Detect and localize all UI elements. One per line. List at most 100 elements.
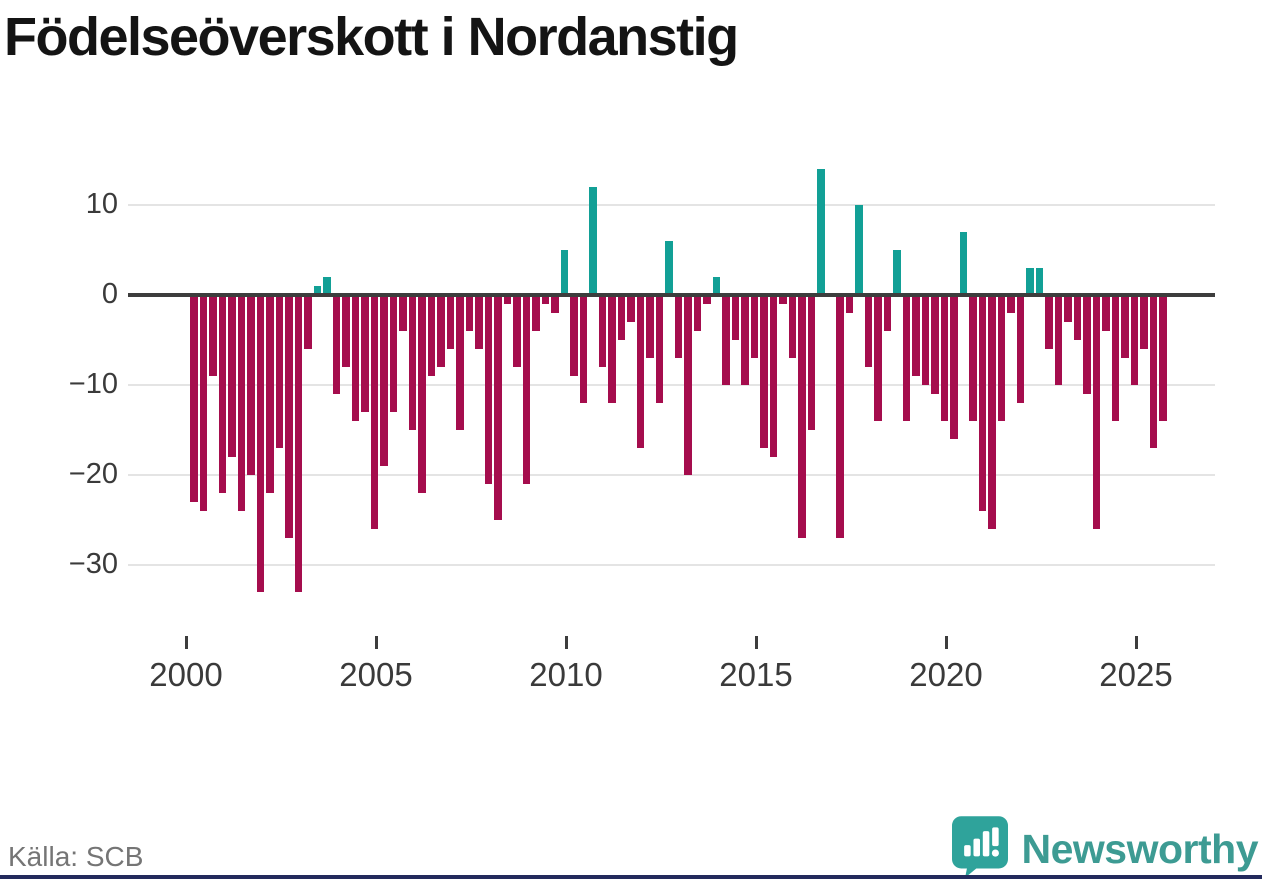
bar-2024-q1	[1102, 295, 1110, 331]
newsworthy-wordmark: Newsworthy	[1021, 826, 1259, 872]
bar-2013-q2	[693, 295, 701, 331]
plot-area	[128, 150, 1215, 620]
gridline-y--10	[128, 384, 1215, 386]
bar-2009-q1	[532, 295, 540, 331]
bar-2016-q1	[798, 295, 806, 538]
bar-2006-q2	[427, 295, 435, 376]
bar-2012-q4	[674, 295, 682, 358]
bar-2019-q2	[921, 295, 929, 385]
bar-2025-q3	[1159, 295, 1167, 421]
bar-2001-q3	[247, 295, 255, 475]
x-tick-label-2025: 2025	[1099, 656, 1173, 693]
bar-2014-q4	[750, 295, 758, 358]
bar-2025-q1	[1140, 295, 1148, 349]
bar-2007-q4	[484, 295, 492, 484]
bar-2005-q3	[399, 295, 407, 331]
bar-2017-q2	[845, 295, 853, 313]
bar-2003-q2	[313, 286, 321, 295]
bar-2004-q4	[370, 295, 378, 529]
y-tick-label: −30	[68, 548, 118, 580]
zero-baseline	[128, 293, 1215, 297]
bar-2002-q4	[294, 295, 302, 592]
bar-2019-q1	[912, 295, 920, 376]
bar-2010-q3	[589, 187, 597, 295]
bar-2005-q4	[408, 295, 416, 430]
bar-2016-q3	[817, 169, 825, 295]
gridline-y--30	[128, 564, 1215, 566]
bar-2014-q2	[731, 295, 739, 340]
bar-2014-q1	[722, 295, 730, 385]
bar-2000-q3	[209, 295, 217, 376]
bar-2022-q4	[1054, 295, 1062, 385]
bar-2000-q4	[218, 295, 226, 493]
bar-2005-q2	[389, 295, 397, 412]
bar-2008-q1	[494, 295, 502, 520]
bar-2021-q2	[997, 295, 1005, 421]
bar-2003-q1	[304, 295, 312, 349]
bar-2016-q2	[807, 295, 815, 430]
bar-2025-q2	[1149, 295, 1157, 448]
bar-2006-q4	[446, 295, 454, 349]
x-tick-label-2020: 2020	[909, 656, 983, 693]
newsworthy-pin-icon	[951, 816, 1008, 879]
y-tick-label: −20	[68, 458, 118, 490]
bar-2022-q1	[1026, 268, 1034, 295]
bar-2009-q2	[541, 295, 549, 304]
bar-2020-q4	[978, 295, 986, 511]
bar-2015-q1	[760, 295, 768, 448]
bar-2003-q4	[332, 295, 340, 394]
bar-2014-q3	[741, 295, 749, 385]
bar-2022-q2	[1035, 268, 1043, 295]
bar-2024-q4	[1130, 295, 1138, 385]
bar-2012-q2	[655, 295, 663, 403]
bar-2010-q2	[579, 295, 587, 403]
bar-2009-q4	[560, 250, 568, 295]
bar-2019-q4	[940, 295, 948, 421]
bar-2001-q1	[228, 295, 236, 457]
bar-2010-q1	[570, 295, 578, 376]
bar-2006-q3	[437, 295, 445, 367]
bar-2018-q4	[902, 295, 910, 421]
bar-2018-q3	[893, 250, 901, 295]
bar-2021-q1	[988, 295, 996, 529]
x-tick-2025	[1134, 636, 1138, 649]
x-tick-2010	[564, 636, 568, 649]
chart-title: Födelseöverskott i Nordanstig	[4, 7, 739, 67]
bar-2002-q1	[266, 295, 274, 493]
bar-2019-q3	[931, 295, 939, 394]
source-caption: Källa: SCB	[8, 841, 144, 872]
x-tick-label-2005: 2005	[339, 656, 413, 693]
bar-2001-q4	[256, 295, 264, 592]
footer-accent-bar	[0, 875, 1262, 879]
bar-2015-q4	[788, 295, 796, 358]
bar-2011-q4	[636, 295, 644, 448]
bar-2017-q4	[864, 295, 872, 367]
x-tick-2005	[374, 636, 378, 649]
bar-2015-q3	[779, 295, 787, 304]
bar-2015-q2	[769, 295, 777, 457]
bar-2023-q2	[1073, 295, 1081, 340]
x-tick-2020	[944, 636, 948, 649]
bar-2021-q3	[1007, 295, 1015, 313]
bar-2008-q2	[503, 295, 511, 304]
bar-2010-q4	[598, 295, 606, 367]
bar-2013-q3	[703, 295, 711, 304]
bar-2004-q3	[361, 295, 369, 412]
bar-2020-q2	[959, 232, 967, 295]
bar-2024-q2	[1111, 295, 1119, 421]
bar-2001-q2	[237, 295, 245, 511]
bar-2023-q4	[1092, 295, 1100, 529]
bar-2009-q3	[551, 295, 559, 313]
bar-2023-q1	[1064, 295, 1072, 322]
bar-2011-q3	[627, 295, 635, 322]
gridline-y-10	[128, 204, 1215, 206]
bar-2021-q4	[1016, 295, 1024, 403]
bar-2003-q3	[323, 277, 331, 295]
x-tick-label-2000: 2000	[149, 656, 223, 693]
bar-2005-q1	[380, 295, 388, 466]
newsworthy-logo: Newsworthy	[951, 816, 1259, 879]
bar-2006-q1	[418, 295, 426, 493]
bar-2008-q3	[513, 295, 521, 367]
y-tick-label: −10	[68, 368, 118, 400]
